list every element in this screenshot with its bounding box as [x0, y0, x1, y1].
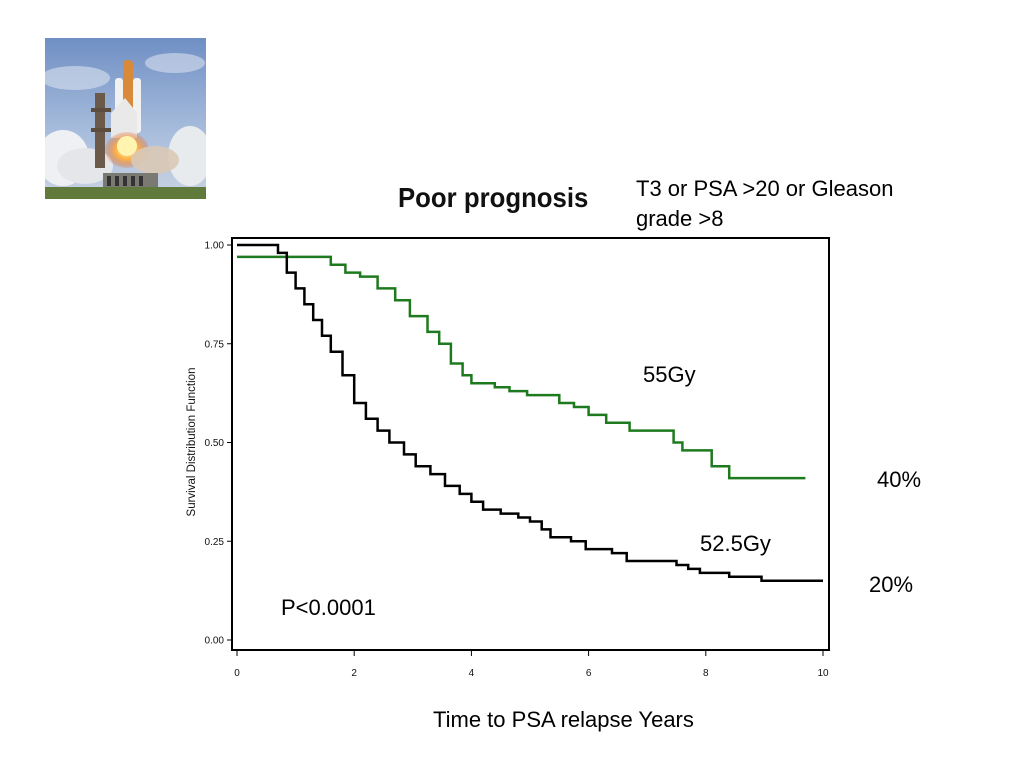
criteria-line-1: T3 or PSA >20 or Gleason: [636, 176, 894, 201]
series-line-55gy: [237, 255, 806, 480]
series-line-52-5gy: [237, 243, 823, 583]
y-tick-label: 0.25: [205, 537, 225, 548]
x-axis: 0 2 4 6 8 10: [234, 650, 829, 679]
x-tick-label: 2: [351, 668, 357, 679]
y-axis-label: Survival Distribution Function: [186, 367, 198, 517]
y-tick-label: 0.75: [205, 339, 225, 350]
final-percent-52-5gy: 20%: [869, 572, 914, 597]
series-label-55gy: 55Gy: [643, 362, 696, 387]
x-tick-label: 6: [586, 668, 592, 679]
series-layer: [237, 243, 823, 583]
final-percent-55gy: 40%: [877, 467, 922, 492]
y-tick-label: 1.00: [205, 241, 225, 252]
plot-frame: [231, 237, 830, 651]
y-tick-label: 0.50: [205, 438, 225, 449]
x-tick-label: 0: [234, 668, 240, 679]
criteria-note: T3 or PSA >20 or Gleason grade >8: [636, 174, 956, 234]
x-tick-label: 8: [703, 668, 709, 679]
x-axis-label: Time to PSA relapse Years: [433, 707, 694, 732]
criteria-line-2: grade >8: [636, 206, 724, 231]
y-axis: 0.00 0.25 0.50 0.75 1.00: [205, 241, 232, 647]
chart-title: Poor prognosis: [398, 182, 589, 213]
x-tick-label: 10: [817, 668, 829, 679]
y-tick-label: 0.00: [205, 636, 225, 647]
p-value: P<0.0001: [281, 595, 376, 620]
series-label-52-5gy: 52.5Gy: [700, 531, 771, 556]
x-tick-label: 4: [469, 668, 475, 679]
shuttle-launch-photo: [45, 38, 206, 199]
